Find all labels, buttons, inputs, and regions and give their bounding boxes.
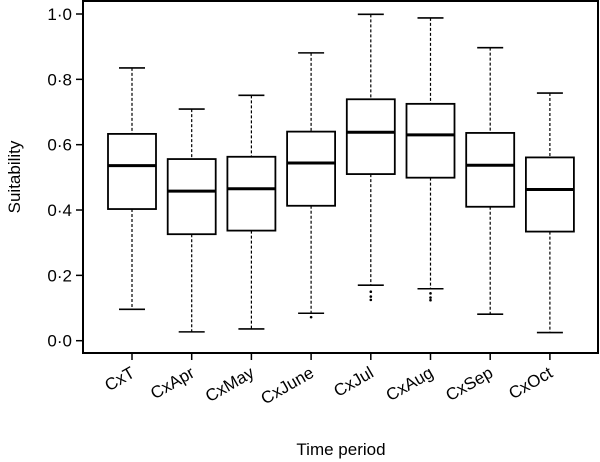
box-CxT (107, 67, 157, 311)
outlier-point (309, 315, 313, 319)
x-axis-title: Time period (296, 440, 385, 459)
y-tick-label: 0·6 (47, 136, 72, 155)
iqr-box (286, 130, 337, 207)
y-tick-label: 0·0 (47, 332, 72, 351)
box-CxSep (465, 46, 516, 316)
x-tick-label: CxJul (330, 363, 376, 401)
y-axis-title: Suitability (5, 140, 24, 213)
x-axis: CxT CxApr CxMay CxJune CxJul CxAug CxSep CxOct (102, 353, 556, 408)
iqr-box (405, 102, 456, 179)
plot-frame (82, 0, 599, 354)
box-CxApr (166, 108, 217, 333)
x-tick-label: CxMay (202, 363, 258, 406)
y-tick-label: 0·4 (47, 201, 72, 220)
x-tick-label: CxSep (443, 363, 497, 405)
box-CxJul (345, 13, 396, 302)
box-CxMay (226, 94, 277, 330)
boxes (107, 13, 575, 334)
outlier-point (429, 298, 432, 302)
x-tick-label: CxApr (147, 363, 198, 403)
box-CxAug (405, 17, 456, 302)
iqr-box (107, 132, 157, 210)
box-CxJune (286, 52, 337, 319)
x-tick-label: CxT (102, 363, 138, 395)
outlier-point (369, 295, 373, 298)
y-axis: 0·0 0·2 0·4 0·6 0·8 1·0 (47, 5, 83, 351)
outlier-point (369, 290, 373, 293)
x-tick-label: CxJune (258, 363, 317, 408)
iqr-box (465, 132, 516, 208)
x-tick-label: CxOct (505, 363, 556, 403)
y-tick-label: 0·8 (47, 70, 72, 89)
outlier-point (369, 298, 373, 302)
y-tick-label: 0·2 (47, 266, 72, 285)
iqr-box (166, 158, 217, 236)
y-tick-label: 1·0 (47, 5, 72, 24)
outlier-point (429, 296, 432, 299)
iqr-box (226, 155, 277, 232)
iqr-box (345, 98, 396, 175)
box-CxOct (525, 92, 575, 334)
outlier-point (429, 292, 432, 295)
iqr-box (525, 156, 575, 233)
x-tick-label: CxAug (383, 363, 437, 405)
